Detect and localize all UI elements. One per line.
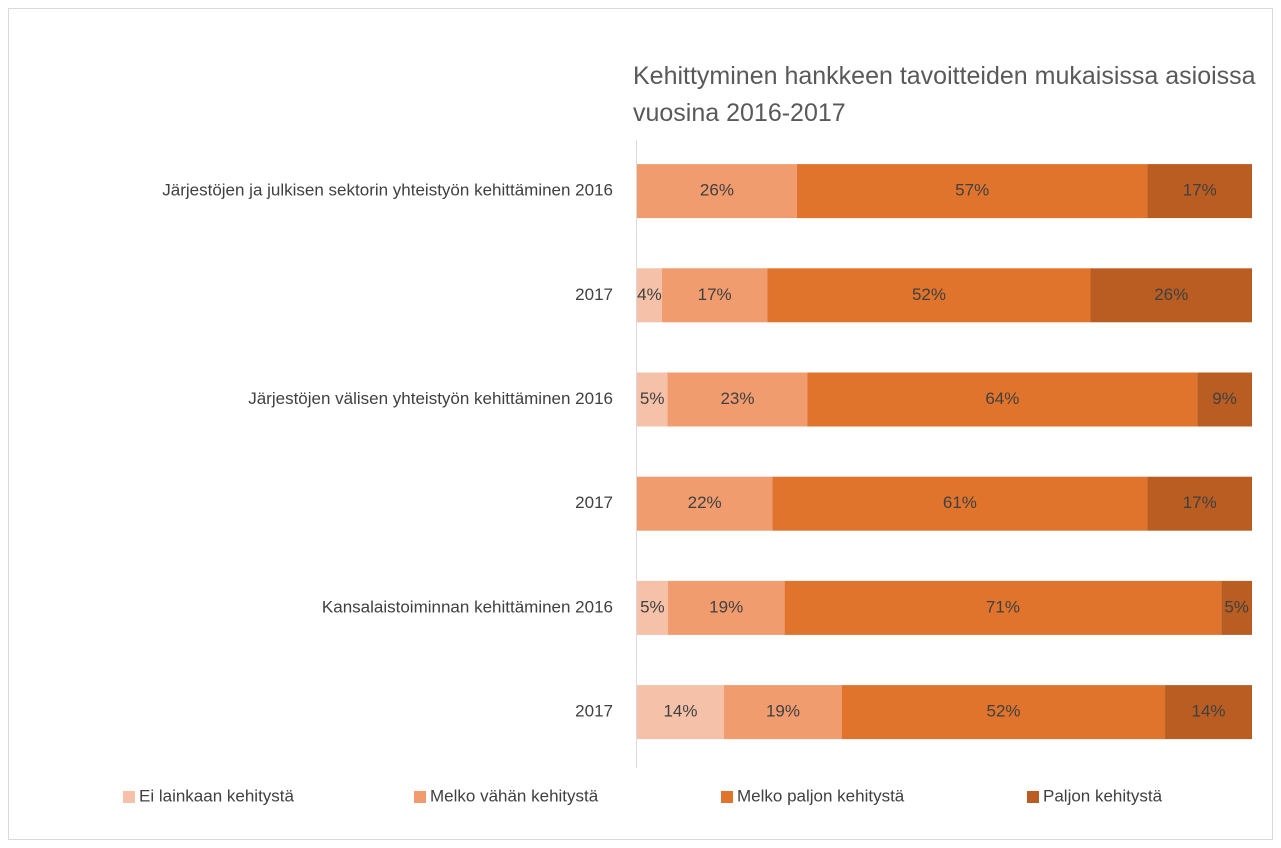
bar-segment <box>1221 580 1252 635</box>
data-label: 64% <box>985 389 1019 408</box>
bar-segment <box>661 268 768 323</box>
data-label: 22% <box>688 493 722 512</box>
data-label: 9% <box>1212 389 1237 408</box>
category-label: 2017 <box>575 702 613 721</box>
legend-label: Melko paljon kehitystä <box>737 786 905 805</box>
bar-segment <box>772 476 1148 531</box>
data-label: 23% <box>720 389 754 408</box>
legend-label: Paljon kehitystä <box>1043 786 1163 805</box>
category-label: Järjestöjen ja julkisen sektorin yhteist… <box>162 181 613 200</box>
data-label: 14% <box>1191 702 1225 721</box>
category-label: Kansalaistoiminnan kehittäminen 2016 <box>322 597 613 616</box>
bar-segment <box>1197 372 1252 427</box>
bar-segment <box>1147 476 1252 531</box>
data-label: 5% <box>640 597 665 616</box>
data-label: 52% <box>986 702 1020 721</box>
data-label: 52% <box>912 285 946 304</box>
data-label: 19% <box>709 597 743 616</box>
bar-segment <box>637 580 668 635</box>
category-label: Järjestöjen välisen yhteistyön kehittämi… <box>248 389 613 408</box>
data-label: 17% <box>1183 493 1217 512</box>
bar-segment <box>1165 685 1252 740</box>
bar-segment <box>637 685 724 740</box>
category-label: 2017 <box>575 285 613 304</box>
data-label: 61% <box>943 493 977 512</box>
legend-swatch <box>123 791 135 803</box>
bar-segment <box>767 268 1091 323</box>
bar-segment <box>637 268 662 323</box>
legend-swatch <box>721 791 733 803</box>
bar-segment <box>1090 268 1252 323</box>
bar-segment <box>723 685 842 740</box>
bar-segment <box>667 580 785 635</box>
data-label: 14% <box>663 702 697 721</box>
bar-segment <box>637 164 797 219</box>
data-label: 26% <box>1154 285 1188 304</box>
category-label: 2017 <box>575 493 613 512</box>
legend-swatch <box>414 791 426 803</box>
bar-segment <box>842 685 1166 740</box>
bar-segment <box>637 476 773 531</box>
legend-swatch <box>1027 791 1039 803</box>
bar-segment <box>637 372 668 427</box>
data-label: 71% <box>986 597 1020 616</box>
chart-title: Kehittyminen hankkeen tavoitteiden mukai… <box>633 62 1256 127</box>
data-label: 26% <box>700 181 734 200</box>
data-label: 19% <box>766 702 800 721</box>
bar-segment <box>807 372 1198 427</box>
data-label: 57% <box>955 181 989 200</box>
data-label: 17% <box>698 285 732 304</box>
legend-label: Ei lainkaan kehitystä <box>139 786 295 805</box>
bar-segment <box>1147 164 1252 219</box>
data-label: 4% <box>637 285 662 304</box>
bar-segment <box>796 164 1148 219</box>
bar-segment <box>784 580 1222 635</box>
bar-segment <box>667 372 808 427</box>
chart-border <box>8 8 1273 840</box>
data-label: 17% <box>1183 181 1217 200</box>
data-label: 5% <box>1224 597 1249 616</box>
legend-label: Melko vähän kehitystä <box>430 786 599 805</box>
data-label: 5% <box>640 389 665 408</box>
